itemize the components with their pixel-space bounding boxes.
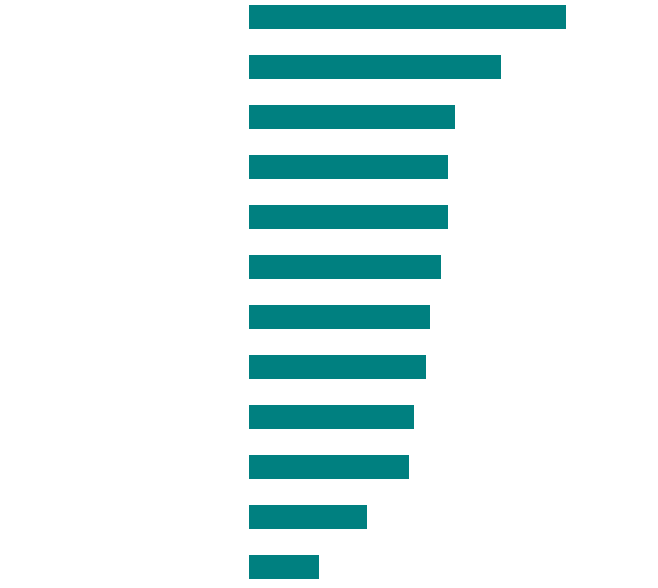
bar bbox=[249, 55, 501, 79]
bar bbox=[249, 405, 414, 429]
bar bbox=[249, 555, 319, 579]
bar bbox=[249, 255, 441, 279]
bar bbox=[249, 105, 455, 129]
bar bbox=[249, 205, 448, 229]
bar bbox=[249, 355, 426, 379]
bar bbox=[249, 305, 430, 329]
bar bbox=[249, 505, 367, 529]
bar bbox=[249, 455, 409, 479]
bar bbox=[249, 5, 566, 29]
bar bbox=[249, 155, 448, 179]
